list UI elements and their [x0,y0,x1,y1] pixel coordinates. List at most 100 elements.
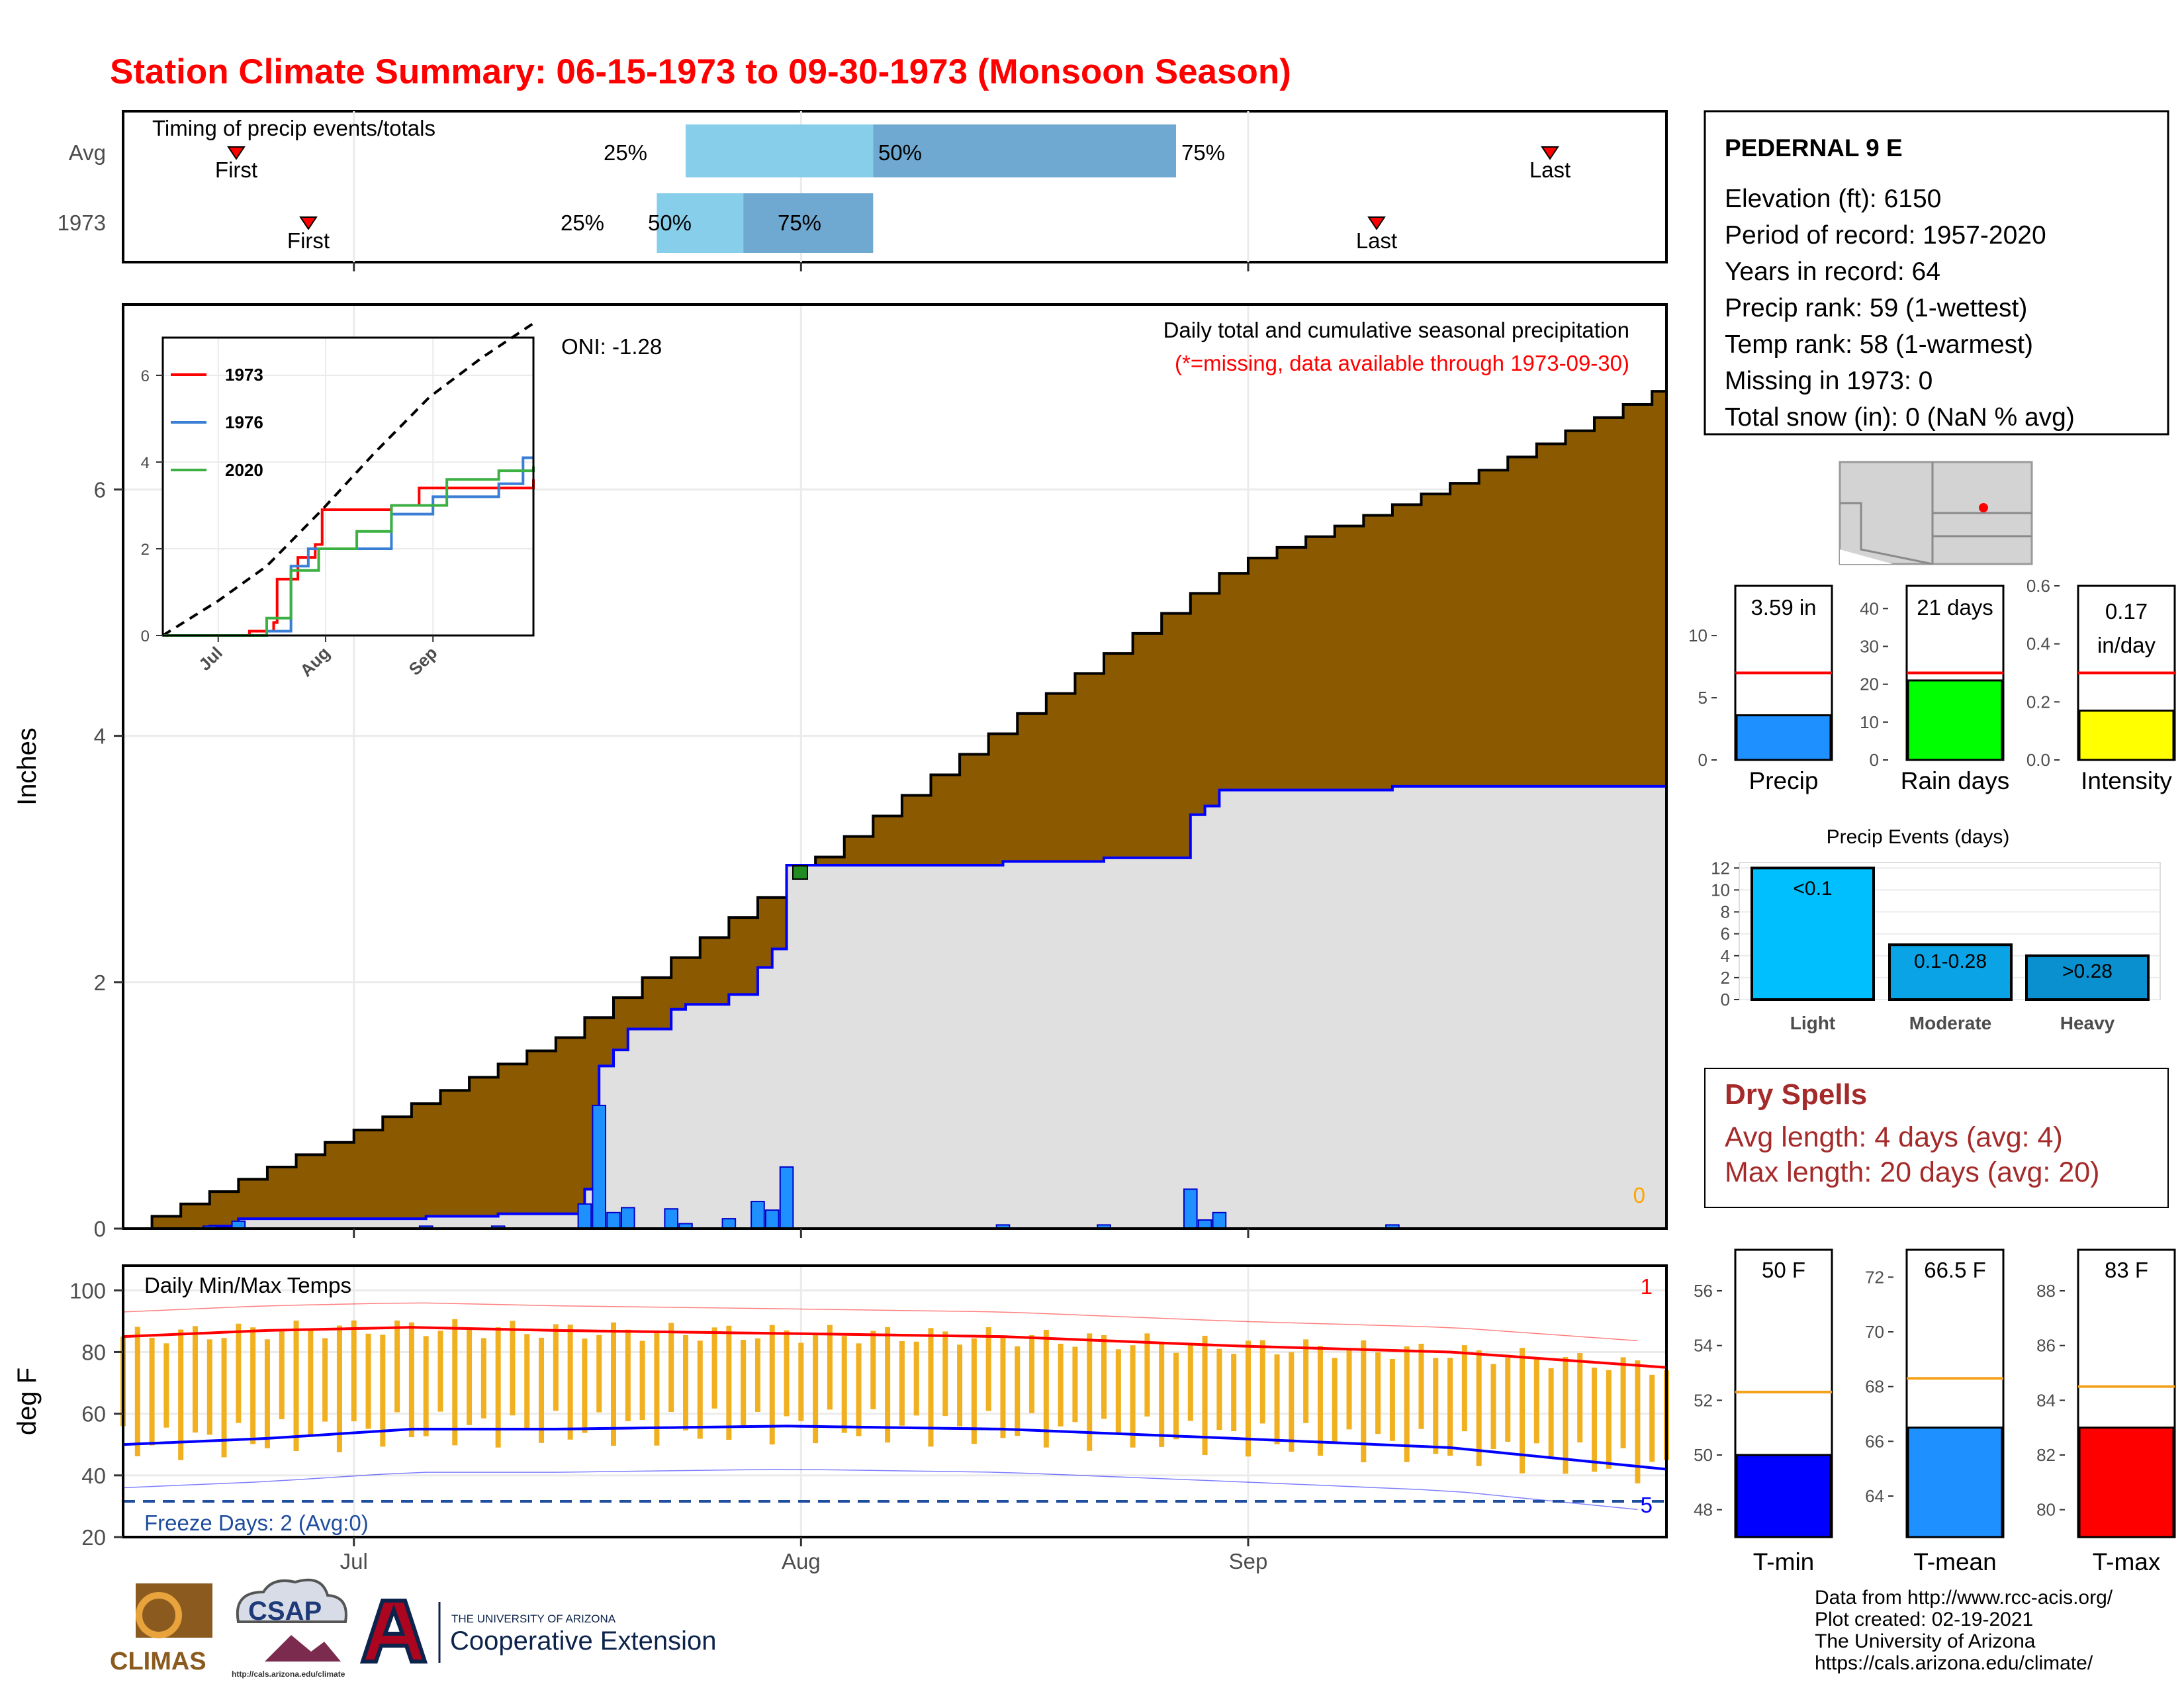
cumulative-marker [792,865,808,880]
tmax-record-line [122,1302,1638,1342]
temp-range-bar [582,1338,588,1433]
station-location-dot [1979,503,1988,512]
footer-credits: Data from http://www.rcc-acis.org/ Plot … [1815,1587,2113,1674]
temp-range-bar [1029,1335,1035,1413]
year-p25-label: 25% [561,211,604,235]
temp-range-bar [394,1320,400,1413]
precip-corner-value: 0 [1633,1183,1645,1207]
temp-range-bar [221,1338,227,1458]
year-last-marker-icon [1367,216,1386,230]
station-line: Elevation (ft): 6150 [1725,185,1941,213]
temp-range-bar [293,1320,299,1451]
raindays-value-label: 21 days [1917,595,1993,620]
temp-range-bar [1159,1342,1165,1447]
temp-range-bar [553,1324,559,1411]
temp-summary-tick-label: 86 [2036,1336,2056,1356]
tmean-bar-label: T-mean [1913,1548,1996,1575]
temp-summary-tick-label: 64 [1865,1486,1884,1506]
temp-summary-tick-label: 52 [1694,1390,1713,1410]
temp-range-bar [611,1322,617,1446]
avg-p50-label: 50% [878,140,922,165]
tmin-bar-label: T-min [1753,1548,1815,1575]
temp-summary-tick-label: 88 [2036,1281,2056,1301]
temp-range-bar [654,1331,660,1446]
temp-range-bar [1635,1360,1641,1483]
inset-legend: 1973 1976 2020 [171,365,263,480]
daily-precip-bar [764,1209,780,1229]
temp-summary-tick-label: 48 [1694,1500,1713,1520]
timing-bar-lower [685,124,874,177]
year-p50-label: 50% [648,211,692,235]
temp-range-bar [423,1336,429,1436]
summary-bar [1907,679,2003,761]
temp-summary-tick-label: 50 [1694,1445,1713,1465]
temp-range-bar [1332,1358,1338,1443]
temp-range-bar [682,1335,688,1430]
temp-summary-bar [1907,1427,2003,1538]
timing-panel: Timing of precip events/totals Avg 1973 … [58,110,1668,271]
temp-range-bar [1303,1339,1309,1423]
temp-summary-tick-label: 84 [2036,1390,2056,1410]
temp-range-bar [1187,1342,1193,1421]
temp-range-bar [1317,1346,1323,1456]
timing-avg-markers: First Last 25% 50% 75% [215,140,1570,182]
precip-y-ticks: 0 2 4 6 [94,477,1250,1241]
map-lower-fill [1840,549,1893,564]
freeze-days-label: Freeze Days: 2 (Avg:0) [144,1511,369,1535]
tmin-value-label: 50 F [1762,1258,1805,1282]
temp-range-bar [1563,1357,1569,1474]
timing-row-label-avg: Avg [69,140,106,165]
intensity-value-label: 0.17 [2105,599,2148,624]
temp-range-bar [365,1333,371,1429]
temp-range-bar [784,1330,790,1417]
university-logo: THE UNIVERSITY OF ARIZONA Cooperative Ex… [359,1599,716,1664]
temp-range-bar [754,1338,760,1412]
csap-logo: CSAP http://cals.arizona.edu/climate [232,1578,347,1679]
oni-value: ONI: -1.28 [561,334,662,359]
tmin-record-line [122,1469,1638,1511]
temp-range-bar [1216,1348,1222,1430]
summary-tick-label: 0.4 [2026,634,2050,654]
daily-precip-bar [1183,1188,1198,1229]
temp-range-bar [726,1325,732,1440]
dry-spells-frame [1704,1068,2169,1208]
avg-p25-label: 25% [604,140,647,165]
events-tick-label: 6 [1721,924,1730,944]
temp-range-bar [741,1340,747,1428]
temp-summary-bar [2078,1427,2175,1538]
climas-logo-sun-icon [136,1592,182,1638]
temp-range-bar [134,1327,140,1456]
summary-tick-label: 10 [1688,626,1707,645]
tmean-value-label: 66.5 F [1924,1258,1986,1282]
summary-tick-label: 0.0 [2026,750,2050,770]
temp-range-bar [1375,1352,1381,1434]
cumulative-1973-area [123,784,1668,1230]
temp-range-bar [480,1338,486,1419]
summary-bar [2078,709,2175,761]
temp-range-bar [250,1327,256,1444]
csap-mountain-icon [265,1635,341,1662]
temp-x-tick-label: Aug [782,1549,821,1573]
avg-first-label: First [215,158,257,182]
events-tick-label: 0 [1721,990,1730,1009]
dry-spells-avg: Avg length: 4 days (avg: 4) [1725,1121,2063,1153]
temp-range-bar [1144,1333,1150,1417]
temp-lines [122,1302,1667,1511]
temp-range-bar [1461,1345,1467,1432]
temp-range-bar [1592,1368,1598,1472]
temp-range-bar [1533,1359,1539,1444]
temp-range-bar [639,1340,645,1420]
temp-range-bar [697,1340,703,1439]
temp-range-bar [1058,1343,1064,1427]
temp-range-bar [813,1335,819,1444]
temp-range-bar [1231,1354,1237,1432]
timing-bar-upper [743,193,874,253]
temp-range-bar [1346,1349,1352,1430]
temp-range-bar [1289,1352,1295,1452]
temp-summary-tick-label: 56 [1694,1281,1713,1301]
precip-frame [122,303,1668,1230]
temp-range-bar [1490,1364,1496,1449]
temp-range-bar [1087,1333,1093,1451]
